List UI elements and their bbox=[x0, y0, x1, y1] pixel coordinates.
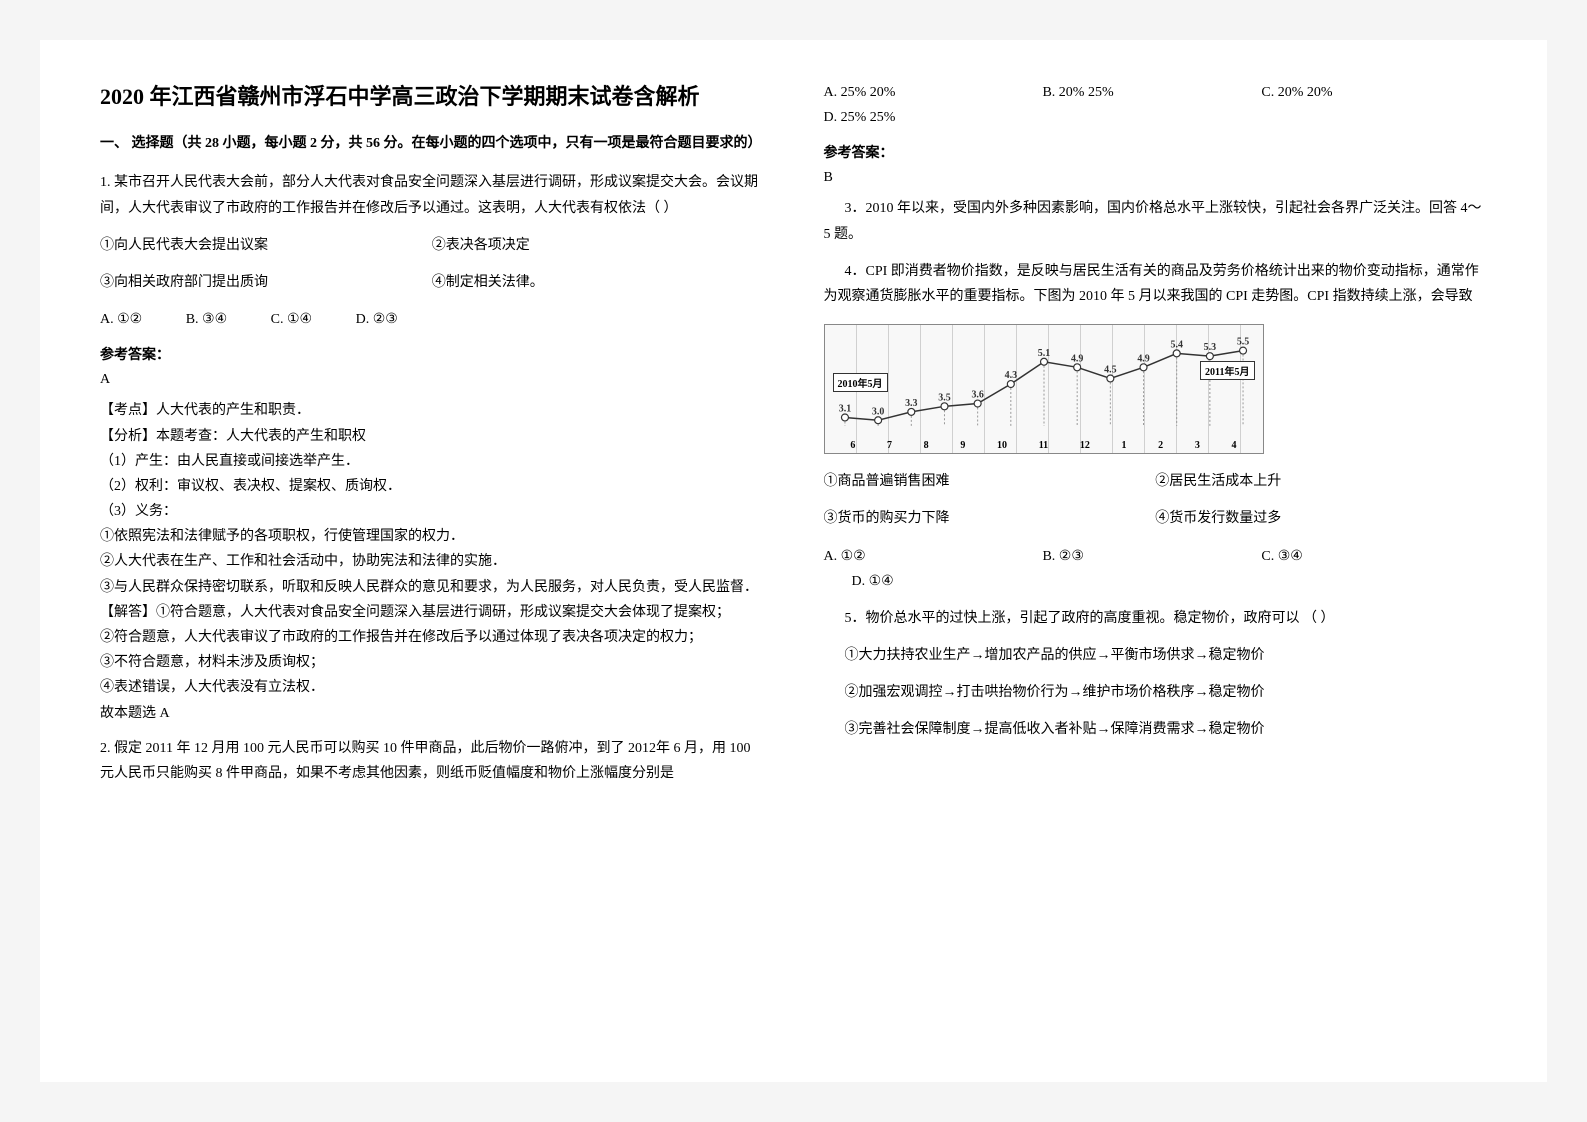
q1-choices: A. ①② B. ③④ C. ①④ D. ②③ bbox=[100, 307, 764, 332]
q4-opt3: ③货币的购买力下降 bbox=[824, 506, 1156, 531]
q2-choice-d: D. 25% 25% bbox=[824, 105, 1488, 130]
q5-opt1: ①大力扶持农业生产→增加农产品的供应→平衡市场供求→稳定物价 bbox=[824, 643, 1488, 668]
svg-text:4.9: 4.9 bbox=[1070, 353, 1082, 364]
answer-heading: 参考答案： bbox=[824, 142, 1488, 162]
chart-x-tick: 10 bbox=[997, 440, 1007, 451]
svg-text:3.0: 3.0 bbox=[871, 406, 883, 417]
expl-line: ③不符合题意，材料未涉及质询权； bbox=[100, 650, 764, 675]
chart-x-tick: 1 bbox=[1121, 440, 1126, 451]
q1-answer: A bbox=[100, 372, 764, 388]
expl-line: 【分析】本题考查：人大代表的产生和职权 bbox=[100, 424, 764, 449]
q1-choice-c: C. ①④ bbox=[271, 307, 312, 332]
chart-x-tick: 9 bbox=[960, 440, 965, 451]
q1-choice-d: D. ②③ bbox=[356, 307, 398, 332]
q5-opt3: ③完善社会保障制度→提高低收入者补贴→保障消费需求→稳定物价 bbox=[824, 717, 1488, 742]
q1-choice-b: B. ③④ bbox=[186, 307, 227, 332]
expl-line: 【考点】人大代表的产生和职责． bbox=[100, 398, 764, 423]
q4-stem: 4．CPI 即消费者物价指数，是反映与居民生活有关的商品及劳务价格统计出来的物价… bbox=[824, 259, 1488, 309]
q2-answer: B bbox=[824, 170, 1488, 186]
svg-text:4.3: 4.3 bbox=[1004, 370, 1016, 381]
exam-title: 2020 年江西省赣州市浮石中学高三政治下学期期末试卷含解析 bbox=[100, 80, 764, 113]
q1-opt1: ①向人民代表大会提出议案 bbox=[100, 233, 432, 258]
answer-heading: 参考答案： bbox=[100, 344, 764, 364]
chart-x-tick: 7 bbox=[887, 440, 892, 451]
expl-line: ①依照宪法和法律赋予的各项职权，行使管理国家的权力． bbox=[100, 524, 764, 549]
expl-line: （3）义务： bbox=[100, 499, 764, 524]
svg-text:4.5: 4.5 bbox=[1104, 365, 1116, 376]
chart-left-year: 2010年5月 bbox=[833, 373, 888, 392]
q1-choice-a: A. ①② bbox=[100, 307, 142, 332]
cpi-chart-svg: 3.1 3.0 3.3 3.5 3.6 4.3 5.1 4.9 4.5 4.9 5.4 5.3 5.5 bbox=[835, 331, 1253, 449]
q2-choice-c: C. 20% 20% bbox=[1261, 80, 1480, 105]
expl-line: 故本题选 A bbox=[100, 701, 764, 726]
chart-x-tick: 11 bbox=[1039, 440, 1048, 451]
q4-choice-c: C. ③④ bbox=[1261, 544, 1480, 569]
cpi-chart: 3.13.03.33.53.64.35.14.94.54.95.45.35.5 … bbox=[824, 324, 1264, 454]
svg-text:5.3: 5.3 bbox=[1203, 342, 1215, 353]
chart-x-tick: 4 bbox=[1232, 440, 1237, 451]
q1-opt3: ③向相关政府部门提出质询 bbox=[100, 270, 432, 295]
expl-line: ③与人民群众保持密切联系，听取和反映人民群众的意见和要求，为人民服务，对人民负责… bbox=[100, 575, 764, 600]
svg-text:5.1: 5.1 bbox=[1037, 348, 1049, 359]
q2-choice-b: B. 20% 25% bbox=[1042, 80, 1261, 105]
chart-x-tick: 8 bbox=[924, 440, 929, 451]
svg-text:3.5: 3.5 bbox=[938, 392, 950, 403]
q1-stem: 1. 某市召开人民代表大会前，部分人大代表对食品安全问题深入基层进行调研，形成议… bbox=[100, 170, 764, 220]
q4-opt1: ①商品普遍销售困难 bbox=[824, 469, 1156, 494]
q4-options-row1: ①商品普遍销售困难 ②居民生活成本上升 bbox=[824, 469, 1488, 494]
q5-opt2: ②加强宏观调控→打击哄抬物价行为→维护市场价格秩序→稳定物价 bbox=[824, 680, 1488, 705]
expl-line: 【解答】①符合题意，人大代表对食品安全问题深入基层进行调研，形成议案提交大会体现… bbox=[100, 600, 764, 625]
chart-x-tick: 12 bbox=[1080, 440, 1090, 451]
expl-line: ④表述错误，人大代表没有立法权． bbox=[100, 675, 764, 700]
chart-x-tick: 6 bbox=[850, 440, 855, 451]
svg-text:5.5: 5.5 bbox=[1236, 337, 1248, 348]
q4-choice-a: A. ①② bbox=[824, 544, 1043, 569]
chart-x-tick: 2 bbox=[1158, 440, 1163, 451]
chart-x-tick: 3 bbox=[1195, 440, 1200, 451]
q4-choice-b: B. ②③ bbox=[1042, 544, 1261, 569]
chart-right-year: 2011年5月 bbox=[1200, 361, 1254, 380]
svg-text:3.1: 3.1 bbox=[838, 404, 850, 415]
expl-line: ②人大代表在生产、工作和社会活动中，协助宪法和法律的实施． bbox=[100, 549, 764, 574]
q1-opt2: ②表决各项决定 bbox=[432, 233, 764, 258]
svg-text:3.3: 3.3 bbox=[905, 398, 917, 409]
q1-opt4: ④制定相关法律。 bbox=[432, 270, 764, 295]
q4-opt4: ④货币发行数量过多 bbox=[1155, 506, 1487, 531]
left-column: 2020 年江西省赣州市浮石中学高三政治下学期期末试卷含解析 一、 选择题（共 … bbox=[100, 80, 794, 1042]
q1-options-row2: ③向相关政府部门提出质询 ④制定相关法律。 bbox=[100, 270, 764, 295]
expl-line: （1）产生：由人民直接或间接选举产生． bbox=[100, 449, 764, 474]
q4-opt2: ②居民生活成本上升 bbox=[1155, 469, 1487, 494]
svg-text:4.9: 4.9 bbox=[1137, 353, 1149, 364]
q4-options-row2: ③货币的购买力下降 ④货币发行数量过多 bbox=[824, 506, 1488, 531]
svg-text:5.4: 5.4 bbox=[1170, 340, 1182, 351]
svg-text:3.6: 3.6 bbox=[971, 390, 983, 401]
q2-choice-a: A. 25% 20% bbox=[824, 80, 1043, 105]
expl-line: （2）权利：审议权、表决权、提案权、质询权． bbox=[100, 474, 764, 499]
right-column: A. 25% 20% B. 20% 25% C. 20% 20% D. 25% … bbox=[794, 80, 1488, 1042]
q1-explanation: 【考点】人大代表的产生和职责． 【分析】本题考查：人大代表的产生和职权 （1）产… bbox=[100, 398, 764, 725]
q4-choices: A. ①② B. ②③ C. ③④ D. ①④ bbox=[824, 544, 1488, 594]
q2-choices: A. 25% 20% B. 20% 25% C. 20% 20% D. 25% … bbox=[824, 80, 1488, 130]
section-heading: 一、 选择题（共 28 小题，每小题 2 分，共 56 分。在每小题的四个选项中… bbox=[100, 133, 764, 155]
chart-x-axis: 67891011121234 bbox=[835, 440, 1253, 451]
expl-line: ②符合题意，人大代表审议了市政府的工作报告并在修改后予以通过体现了表决各项决定的… bbox=[100, 625, 764, 650]
q4-choice-d: D. ①④ bbox=[824, 569, 1488, 594]
q1-options-row1: ①向人民代表大会提出议案 ②表决各项决定 bbox=[100, 233, 764, 258]
q2-stem: 2. 假定 2011 年 12 月用 100 元人民币可以购买 10 件甲商品，… bbox=[100, 736, 764, 786]
q3-stem: 3．2010 年以来，受国内外多种因素影响，国内价格总水平上涨较快，引起社会各界… bbox=[824, 196, 1488, 246]
q5-stem: 5．物价总水平的过快上涨，引起了政府的高度重视。稳定物价，政府可以 （ ） bbox=[824, 606, 1488, 631]
exam-page: 2020 年江西省赣州市浮石中学高三政治下学期期末试卷含解析 一、 选择题（共 … bbox=[40, 40, 1547, 1082]
